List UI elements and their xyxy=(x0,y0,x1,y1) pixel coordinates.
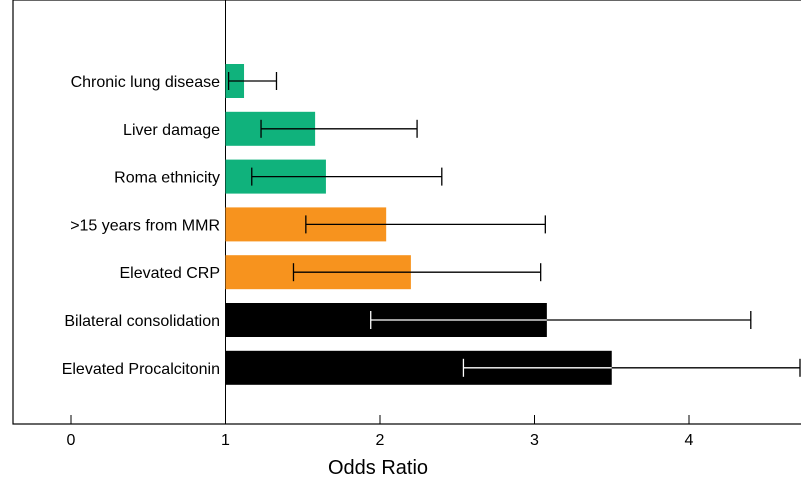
plot-frame xyxy=(12,0,801,425)
x-tick-label: 4 xyxy=(685,432,694,449)
x-tick-label: 1 xyxy=(221,432,230,449)
category-labels: Chronic lung disease Liver damage Roma eth… xyxy=(62,74,220,378)
error-bar xyxy=(227,72,278,90)
category-label: Bilateral consolidation xyxy=(64,313,220,330)
category-label: Chronic lung disease xyxy=(71,74,221,91)
error-bar xyxy=(292,263,542,282)
error-bars-layer xyxy=(227,72,801,377)
x-tick-label: 3 xyxy=(530,432,539,449)
error-bar xyxy=(251,167,443,186)
x-axis-title: Odds Ratio xyxy=(328,457,428,479)
category-label: Elevated Procalcitonin xyxy=(62,361,220,378)
error-bar xyxy=(370,311,752,329)
category-label: >15 years from MMR xyxy=(70,217,220,234)
category-label: Roma ethnicity xyxy=(114,170,220,187)
category-label: Elevated CRP xyxy=(120,265,221,282)
category-label: Liver damage xyxy=(123,122,220,139)
error-bar xyxy=(305,215,546,234)
x-tick-label: 0 xyxy=(67,432,76,449)
x-axis-ticks: 0 1 2 3 4 xyxy=(67,415,694,449)
error-bar xyxy=(260,119,418,138)
error-bar xyxy=(462,358,801,377)
x-tick-label: 2 xyxy=(376,432,385,449)
